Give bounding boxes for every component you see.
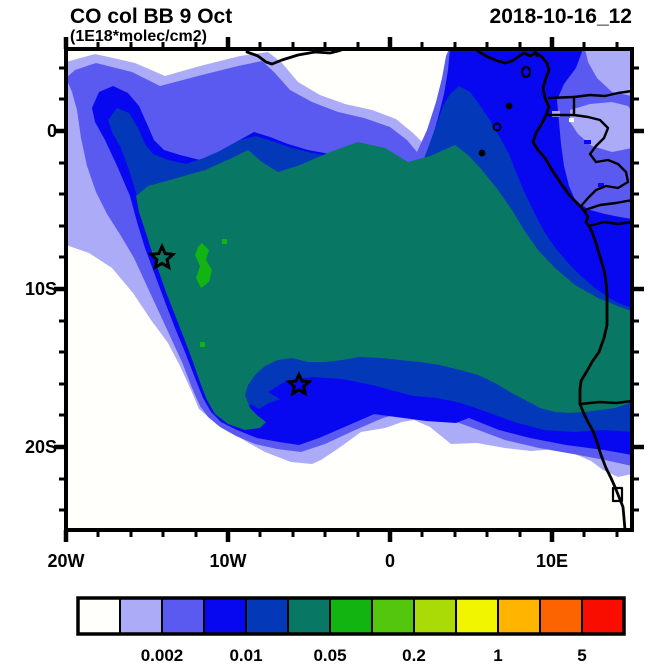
axis-ticks xyxy=(54,37,644,542)
geography-layer xyxy=(245,49,632,530)
colorbar-tick-label: 0.002 xyxy=(141,646,184,665)
colorbar-tick-label: 0.2 xyxy=(402,646,426,665)
station-markers xyxy=(147,242,313,397)
walvis-bay-box xyxy=(611,486,624,503)
contour-dot-0.05-b xyxy=(200,342,205,347)
colorbar-cell xyxy=(287,597,331,635)
annobon-island xyxy=(478,149,486,157)
border-gabon-congo xyxy=(572,113,630,207)
inland-blue-speck-b xyxy=(598,183,604,187)
colorbar-cell xyxy=(413,597,457,635)
contour-band-0.02 xyxy=(136,142,632,430)
inland-blue-speck-a xyxy=(584,140,591,144)
x-axis-label: 20W xyxy=(47,551,84,571)
colorbar-frame xyxy=(76,596,626,636)
border-angola-namibia xyxy=(578,399,632,406)
header: CO col BB 9 Oct (1E18*molec/cm2) 2018-10… xyxy=(70,5,632,45)
colorbar-cell xyxy=(371,597,415,635)
contour-patch-0.05 xyxy=(195,243,212,288)
colorbar-cell xyxy=(245,597,289,635)
colorbar-cell xyxy=(77,597,121,635)
colorbar-cell xyxy=(455,597,499,635)
bioko-island xyxy=(520,65,532,79)
st-helena-marker xyxy=(285,370,313,397)
border-cameroon-eq-guinea xyxy=(547,95,576,100)
inland-lavender-corner xyxy=(585,49,632,96)
colorbar-tick-label: 5 xyxy=(577,646,586,665)
contour-dot-0.05-a xyxy=(222,239,227,244)
border-congo-drc xyxy=(583,198,632,212)
colorbar-tick-label: 0.01 xyxy=(229,646,262,665)
plot-units: (1E18*molec/cm2) xyxy=(70,28,207,45)
plot-title: CO col BB 9 Oct xyxy=(70,5,232,28)
ascension-island-marker xyxy=(147,242,177,271)
x-axis-label: 10E xyxy=(536,551,568,571)
y-axis-label: 20S xyxy=(25,437,57,457)
coastline-west-africa xyxy=(474,49,627,530)
colorbar-cell xyxy=(161,597,205,635)
contour-fill-layers xyxy=(66,49,632,530)
y-axis-label: 10S xyxy=(25,279,57,299)
contour-streak-0.005-south xyxy=(268,377,471,423)
colorbar-tick-label: 1 xyxy=(493,646,502,665)
border-cameroon-south xyxy=(572,89,632,99)
coastline-gulf-of-guinea xyxy=(245,49,346,66)
colorbar-cell xyxy=(119,597,163,635)
principe-island xyxy=(505,102,513,110)
x-axis-label: 10W xyxy=(209,551,246,571)
inland-lavender-congo xyxy=(570,102,632,152)
colorbar-tick-label: 0.05 xyxy=(313,646,346,665)
y-axis-label: 0 xyxy=(47,121,57,141)
border-drc-angola xyxy=(587,220,632,228)
colorbar-cell xyxy=(203,597,247,635)
plot-datetime: 2018-10-16_12 xyxy=(490,5,632,28)
sao-tome-island xyxy=(492,122,502,132)
inland-white-speck xyxy=(569,118,574,122)
x-axis-label: 0 xyxy=(385,551,395,571)
colorbar-cell xyxy=(497,597,541,635)
colorbar-cell xyxy=(581,597,625,635)
axis-labels: 20W 10W 0 10E 0 10S 20S xyxy=(25,121,568,571)
colorbar: 0.002 0.01 0.05 0.2 1 5 xyxy=(76,596,626,665)
colorbar-cell xyxy=(329,597,373,635)
colorbar-cell xyxy=(539,597,583,635)
